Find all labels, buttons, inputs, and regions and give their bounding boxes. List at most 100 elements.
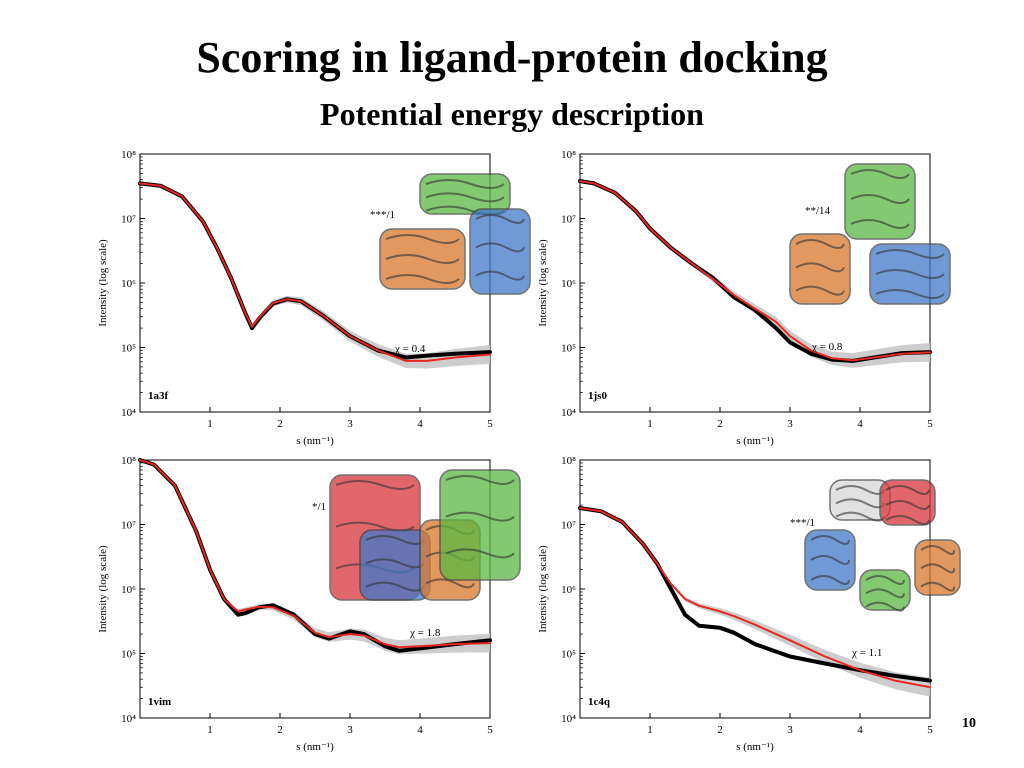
protein-strand [795,285,845,296]
y-tick-label: 10⁷ [561,520,576,532]
chart-svg: 1 2 3 4 5 10⁴ 10⁵ 10⁶ 10⁷ 10⁸ s (nm⁻¹) Intensity (l… [537,149,951,447]
x-tick-label: 3 [347,418,353,430]
protein-strand [795,262,845,273]
y-axis-label: Intensity (log scale) [537,545,549,633]
x-tick-label: 2 [717,724,723,736]
y-tick-label: 10⁶ [561,278,576,290]
panel-pdb-label: 1js0 [588,390,607,402]
slide-subtitle: Potential energy description [320,96,704,132]
x-axis-label: s (nm⁻¹) [296,741,334,753]
protein-strand [445,548,515,559]
y-axis-label: Intensity (log scale) [97,239,109,327]
x-tick-label: 2 [277,418,283,430]
x-tick-label: 3 [787,418,793,430]
y-tick-label: 10⁵ [561,343,576,355]
y-tick-label: 10⁴ [121,407,136,419]
y-tick-label: 10⁶ [121,584,136,596]
protein-strand [475,270,525,281]
error-band [580,179,930,368]
protein-strand [425,578,475,589]
protein-strand [810,535,850,545]
x-tick-label: 2 [717,418,723,430]
protein-strand [850,219,910,229]
protein-strand [835,511,885,522]
y-axis-label: Intensity (log scale) [537,239,549,327]
protein-structure-inset [379,173,531,295]
model-rank-annotation: ***/1 [790,517,815,529]
fit-curve [579,180,931,362]
protein-strand [445,475,515,485]
fit-curve [579,507,931,689]
protein-domain [804,529,856,591]
chi-value: χ = 0.4 [394,343,426,355]
protein-strand [810,575,850,585]
protein-strand [425,179,505,189]
protein-structure-inset [804,479,961,612]
protein-structure-inset [329,469,521,601]
protein-strand [445,511,515,522]
x-tick-label: 5 [927,418,933,430]
y-tick-label: 10⁵ [121,343,136,355]
x-tick-label: 2 [277,724,283,736]
protein-strand [385,254,460,264]
x-axis-label: s (nm⁻¹) [736,741,774,753]
y-tick-label: 10⁴ [121,713,136,725]
x-tick-label: 4 [857,418,863,430]
protein-domain [419,173,511,215]
saxs-panel-1a3f: 1 2 3 4 5 10⁴ 10⁵ 10⁶ 10⁷ 10⁸ s (nm⁻¹) Intensity (l… [96,149,566,448]
chi-value: χ = 0.8 [811,341,843,353]
protein-strand [850,169,910,179]
y-tick-label: 10⁸ [561,149,576,161]
y-tick-label: 10⁷ [121,520,136,532]
panel-pdb-label: 1a3f [148,390,169,402]
protein-strand [385,234,460,244]
y-tick-label: 10⁴ [561,713,576,725]
protein-strand [425,192,505,203]
y-tick-label: 10⁷ [561,214,576,226]
x-tick-label: 4 [857,724,863,736]
x-axis-label: s (nm⁻¹) [736,435,774,447]
protein-strand [920,581,956,592]
protein-strand [385,274,460,284]
panel-pdb-label: 1c4q [588,696,611,708]
protein-strand [810,555,850,565]
protein-strand [865,588,905,599]
x-tick-label: 4 [417,724,423,736]
page-number: 10 [962,716,976,731]
x-tick-label: 1 [647,724,653,736]
y-axis-label: Intensity (log scale) [97,545,109,633]
x-tick-label: 3 [347,724,353,736]
model-rank-annotation: ***/1 [370,209,395,221]
y-tick-label: 10⁶ [561,584,576,596]
protein-strand [885,500,930,510]
x-tick-label: 5 [487,724,493,736]
protein-domain [869,243,951,305]
y-tick-label: 10⁵ [561,649,576,661]
y-tick-label: 10⁸ [121,455,136,467]
x-tick-label: 5 [487,418,493,430]
y-tick-label: 10⁵ [121,649,136,661]
slide-title: Scoring in ligand-protein docking [196,33,828,82]
saxs-panel-1c4q: 1 2 3 4 5 10⁴ 10⁵ 10⁶ 10⁷ 10⁸ s (nm⁻¹) Intensity (l… [536,455,1006,754]
protein-domain [379,228,466,290]
x-tick-label: 5 [927,724,933,736]
protein-strand [850,194,910,204]
y-tick-label: 10⁶ [121,278,136,290]
x-tick-label: 4 [417,418,423,430]
y-tick-label: 10⁸ [121,149,136,161]
protein-strand [475,242,525,253]
protein-strand [865,601,905,612]
protein-strand [865,575,905,585]
saxs-panel-1vim: 1 2 3 4 5 10⁴ 10⁵ 10⁶ 10⁷ 10⁸ s (nm⁻¹) Intensity (l… [96,455,566,754]
error-band [140,182,490,369]
panel-pdb-label: 1vim [148,696,171,708]
fit-curve [139,459,491,649]
x-tick-label: 3 [787,724,793,736]
protein-strand [920,563,956,574]
protein-strand [885,515,930,525]
y-tick-label: 10⁸ [561,455,576,467]
x-tick-label: 1 [207,418,213,430]
chart-svg: 1 2 3 4 5 10⁴ 10⁵ 10⁶ 10⁷ 10⁸ s (nm⁻¹) Intensity (l… [97,455,521,753]
y-tick-label: 10⁴ [561,407,576,419]
model-rank-annotation: */1 [312,501,326,513]
